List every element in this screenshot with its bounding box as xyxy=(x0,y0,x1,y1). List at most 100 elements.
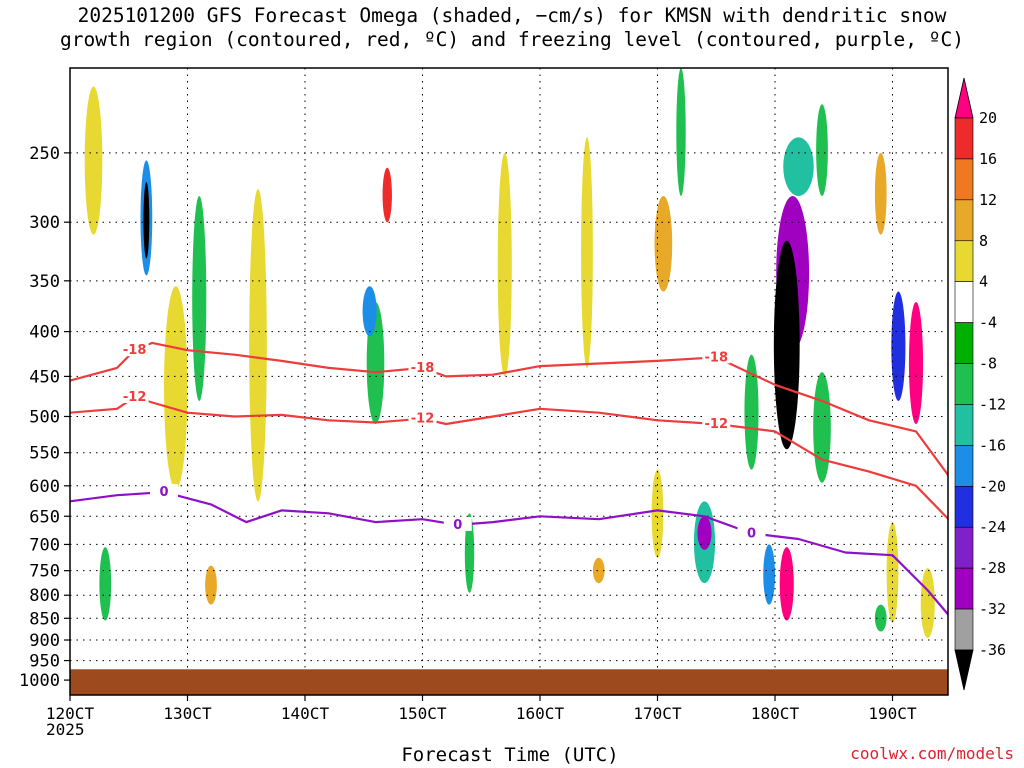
x-axis: 120CT 130CT 140CT 150CT 160CT 170CT 180CT 190CT xyxy=(46,695,917,723)
omega-cell xyxy=(581,137,593,368)
omega-cell xyxy=(779,547,794,621)
omega-cell xyxy=(773,240,800,450)
y-tick-label: 650 xyxy=(29,507,60,527)
colorbar-band xyxy=(954,608,974,651)
colorbar-band xyxy=(954,322,974,364)
contour-label: -12 xyxy=(123,390,147,405)
colorbar-label: 4 xyxy=(979,273,988,291)
colorbar-label: 8 xyxy=(979,232,988,250)
omega-cell xyxy=(464,513,475,593)
credit-link[interactable]: coolwx.com/models xyxy=(850,744,1014,763)
chart-title: 2025101200 GFS Forecast Omega (shaded, −… xyxy=(0,4,1024,52)
y-tick-label: 350 xyxy=(29,272,60,292)
colorbar-label: -8 xyxy=(979,355,997,373)
omega-cell xyxy=(697,516,712,550)
contour-label: -12 xyxy=(411,412,435,427)
colorbar-label: -28 xyxy=(979,559,1006,577)
x-axis-label: Forecast Time (UTC) xyxy=(401,744,619,766)
y-tick-label: 700 xyxy=(29,535,60,555)
omega-cell xyxy=(651,469,664,558)
colorbar-band xyxy=(954,158,974,201)
x-axis-year-label: 2025 xyxy=(46,720,85,739)
omega-cell xyxy=(592,557,605,584)
omega-cell xyxy=(886,522,899,623)
plot-frame xyxy=(69,67,949,696)
gridlines xyxy=(70,68,948,695)
omega-cell xyxy=(920,568,935,638)
x-tick-label: 140CT xyxy=(281,704,330,723)
contour-label: 0 xyxy=(747,526,756,541)
omega-cell xyxy=(813,372,831,483)
colorbar-label: -16 xyxy=(979,436,1006,454)
colorbar-label: -12 xyxy=(979,395,1006,413)
y-tick-label: 850 xyxy=(29,609,60,629)
y-tick-label: 250 xyxy=(29,144,60,164)
colorbar-label: 16 xyxy=(979,150,997,168)
colorbar-band xyxy=(954,240,974,282)
omega-cell xyxy=(908,301,924,425)
contour-label-bg xyxy=(737,525,766,540)
omega-shading-layer xyxy=(51,68,935,638)
x-tick-label: 150CT xyxy=(398,704,447,723)
colorbar-band xyxy=(954,526,974,569)
omega-cell xyxy=(51,153,65,341)
y-tick-label: 900 xyxy=(29,631,60,651)
colorbar-top-triangle xyxy=(954,77,974,119)
y-axis: 2503003504004505005506006507007508008509… xyxy=(19,144,70,691)
title-line-1: 2025101200 GFS Forecast Omega (shaded, −… xyxy=(77,4,947,27)
omega-cell xyxy=(763,544,775,605)
contour-label: -18 xyxy=(123,343,147,358)
x-tick-label: 120CT xyxy=(46,704,95,723)
contour-0 xyxy=(70,491,948,617)
contour-label-bg xyxy=(702,349,731,364)
title-line-2: growth region (contoured, red, ºC) and f… xyxy=(60,28,964,51)
contour-label: 0 xyxy=(453,518,462,533)
contour-label-bg xyxy=(443,516,472,531)
ground-layer xyxy=(70,669,948,695)
y-tick-label: 750 xyxy=(29,562,60,582)
omega-cell xyxy=(143,182,150,259)
omega-cell xyxy=(783,137,814,196)
omega-cell xyxy=(816,104,828,196)
contour-label-bg xyxy=(120,342,149,357)
contour-label-bg xyxy=(408,410,437,425)
colorbar-label: -32 xyxy=(979,600,1006,618)
omega-cell xyxy=(891,291,906,401)
y-tick-label: 300 xyxy=(29,213,60,233)
colorbar-band xyxy=(954,281,974,323)
contour-label-bg xyxy=(150,484,178,499)
colorbar-band xyxy=(954,445,974,487)
omega-cell xyxy=(205,565,217,605)
omega-cell xyxy=(192,195,207,401)
ground-shading xyxy=(70,669,948,695)
colorbar-band xyxy=(954,363,974,405)
omega-cell xyxy=(99,547,112,621)
omega-cell xyxy=(654,195,673,292)
omega-cell xyxy=(874,604,887,632)
colorbar-band xyxy=(954,199,974,242)
contour-label: 0 xyxy=(159,485,168,500)
x-tick-label: 180CT xyxy=(751,704,800,723)
contour-label-bg xyxy=(408,359,437,374)
y-tick-label: 1000 xyxy=(19,671,60,691)
omega-cell xyxy=(676,68,686,196)
colorbar-label: 12 xyxy=(979,191,997,209)
colorbar-band xyxy=(954,117,974,160)
contour-label-bg xyxy=(702,416,731,431)
contour-label-bg xyxy=(120,388,149,403)
x-tick-label: 130CT xyxy=(163,704,212,723)
y-tick-label: 550 xyxy=(29,444,60,464)
y-tick-label: 950 xyxy=(29,652,60,672)
colorbar: 20 16 12 8 4 -4 -8 -12 -16 -20 -24 -28 -32 -36 xyxy=(954,77,1006,691)
omega-cell xyxy=(249,189,267,502)
y-tick-label: 600 xyxy=(29,477,60,497)
colorbar-band xyxy=(954,404,974,446)
contour--18 xyxy=(70,341,948,477)
x-tick-label: 170CT xyxy=(633,704,682,723)
omega-cell xyxy=(744,354,759,470)
x-tick-label: 160CT xyxy=(516,704,565,723)
omega-cell xyxy=(164,286,188,489)
omega-cell xyxy=(497,152,512,377)
omega-cell xyxy=(84,86,103,235)
omega-cell xyxy=(382,167,392,223)
